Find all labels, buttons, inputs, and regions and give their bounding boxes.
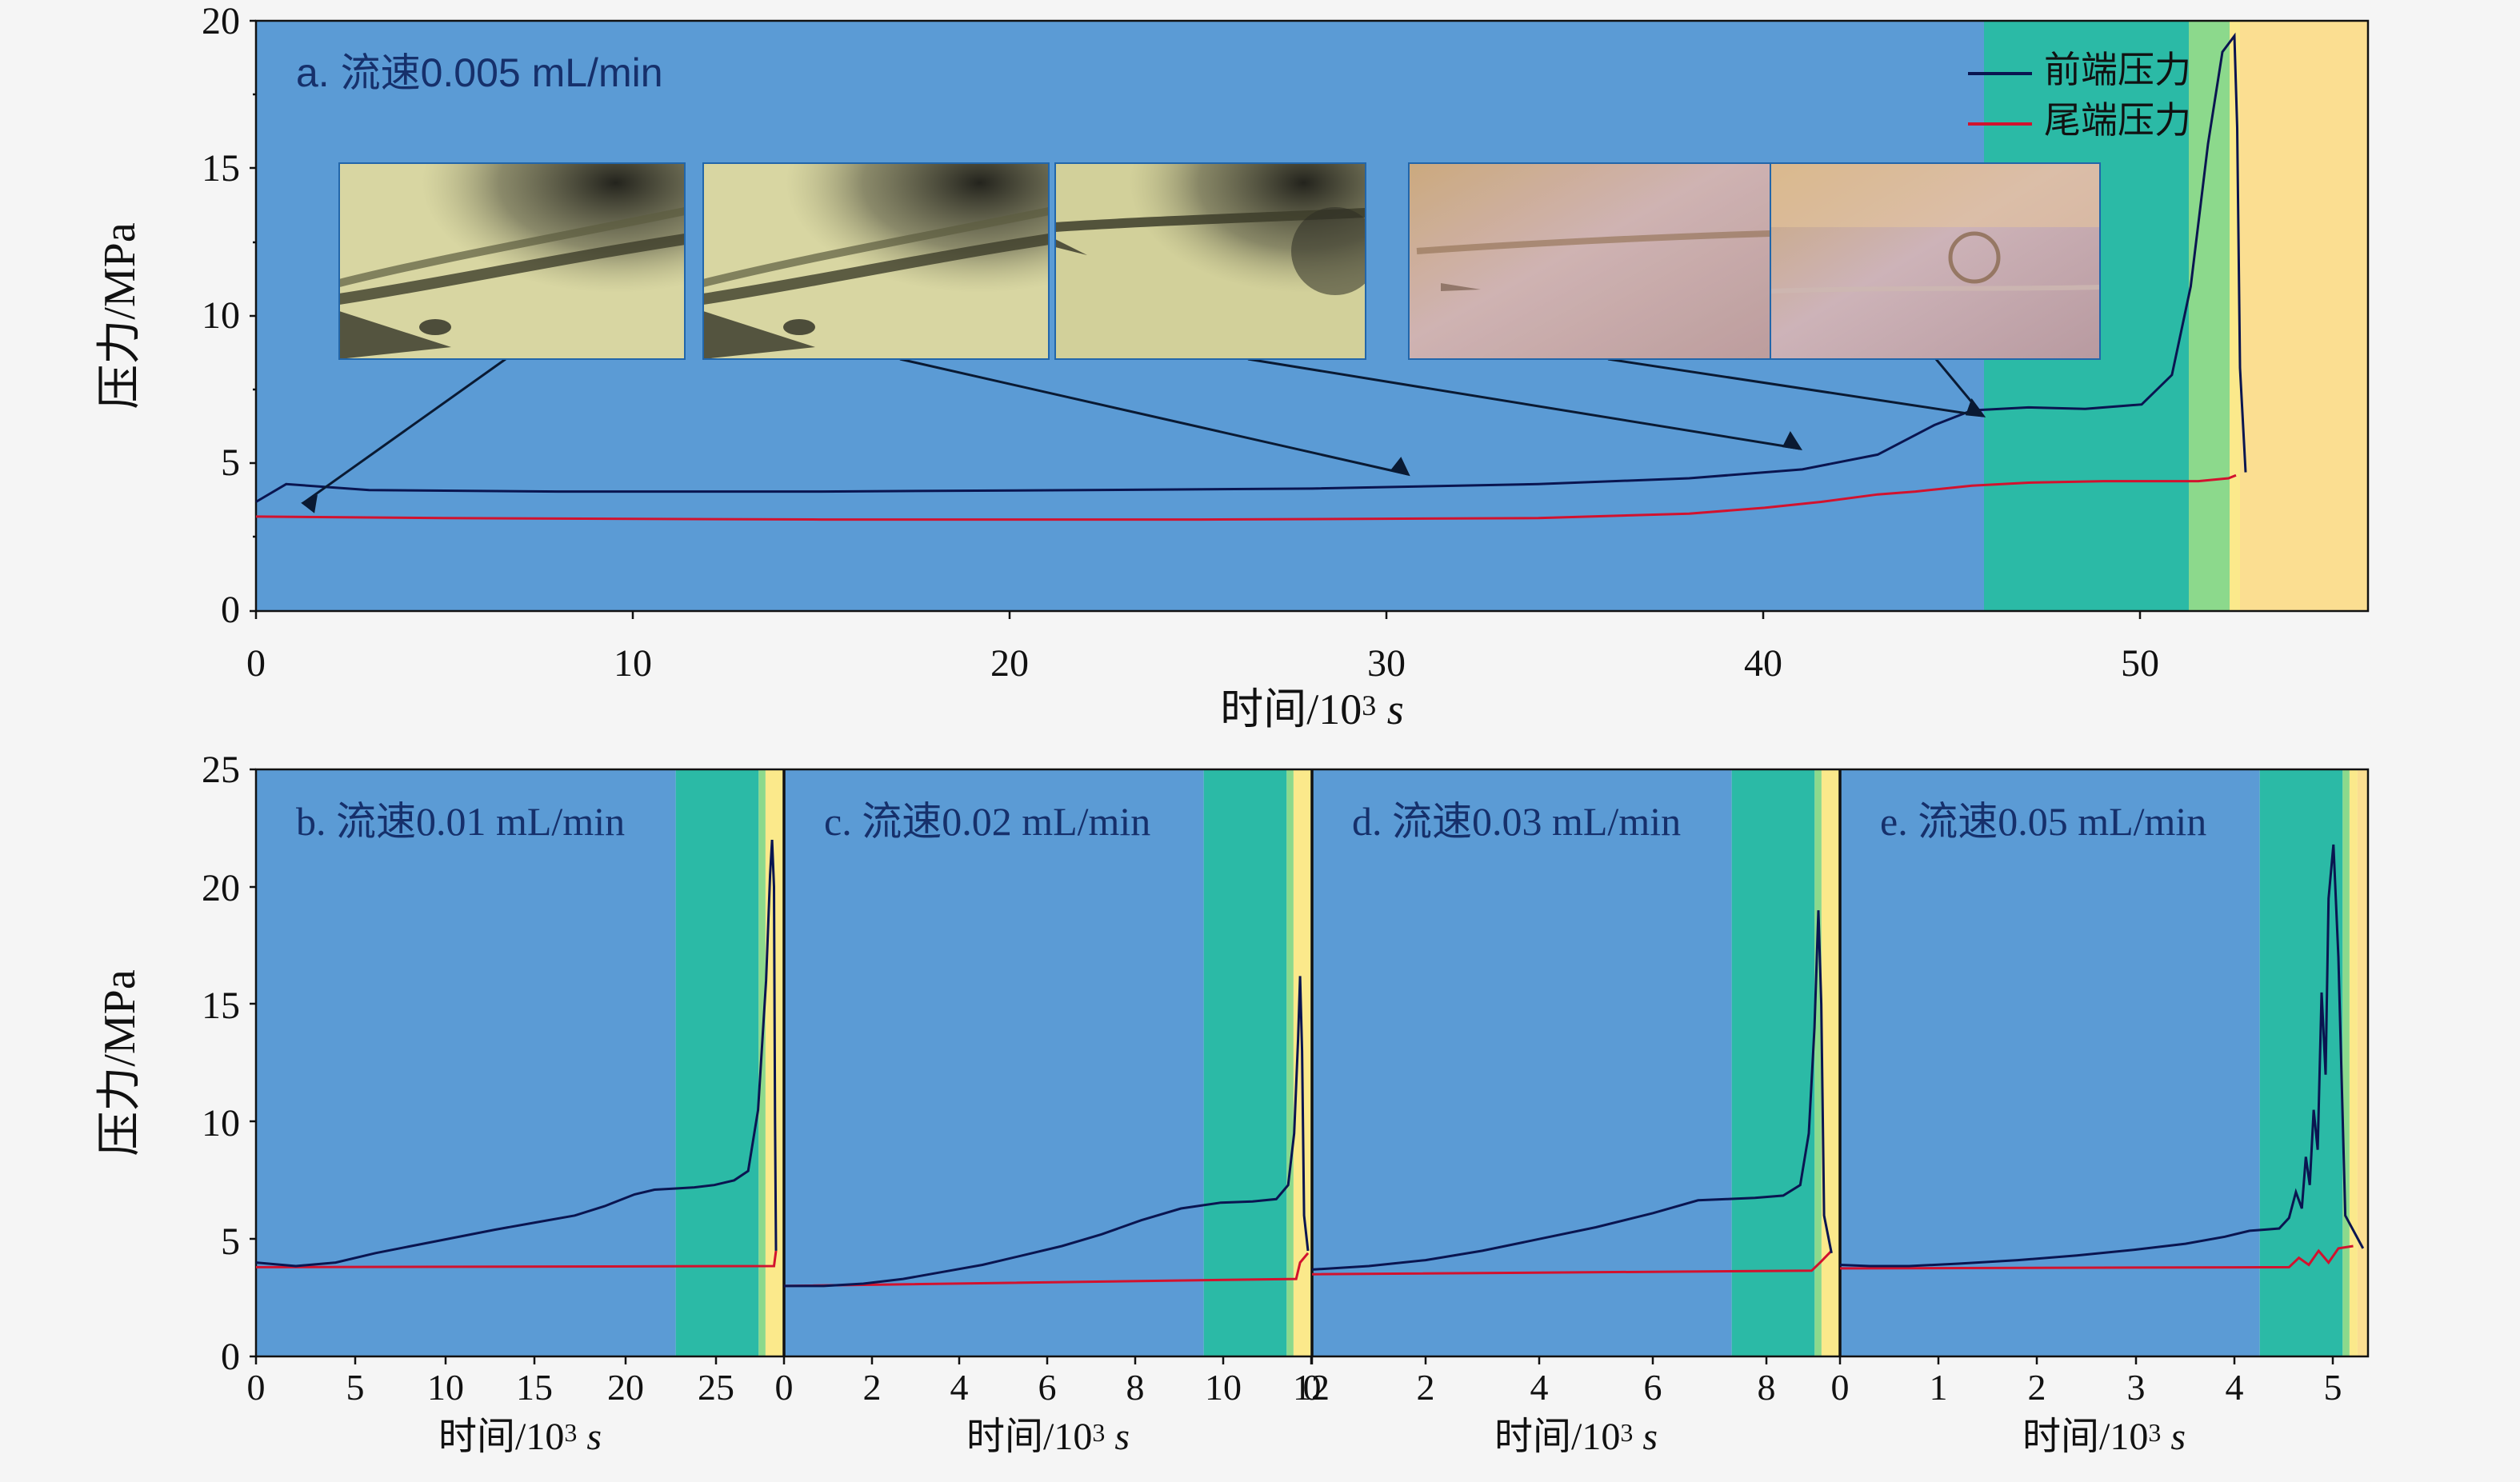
svg-text:e. 流速0.05 mL/min: e. 流速0.05 mL/min — [1880, 799, 2206, 844]
svg-text:25: 25 — [202, 749, 240, 791]
svg-text:c. 流速0.02 mL/min: c. 流速0.02 mL/min — [824, 799, 1150, 844]
svg-text:15: 15 — [202, 147, 240, 190]
svg-text:0: 0 — [221, 589, 240, 631]
svg-text:20: 20 — [990, 642, 1029, 685]
svg-text:20: 20 — [607, 1367, 644, 1408]
svg-text:0: 0 — [221, 1336, 240, 1378]
svg-text:4: 4 — [950, 1367, 969, 1408]
svg-text:25: 25 — [698, 1367, 734, 1408]
svg-text:6: 6 — [1644, 1367, 1662, 1408]
svg-text:时间/103 s: 时间/103 s — [1220, 685, 1404, 733]
svg-text:5: 5 — [221, 1220, 240, 1263]
svg-text:8: 8 — [1758, 1367, 1776, 1408]
svg-text:40: 40 — [1744, 642, 1782, 685]
svg-text:b. 流速0.01 mL/min: b. 流速0.01 mL/min — [296, 799, 625, 844]
svg-text:15: 15 — [202, 985, 240, 1027]
svg-text:时间/103 s: 时间/103 s — [438, 1416, 602, 1458]
svg-text:时间/103 s: 时间/103 s — [1494, 1416, 1658, 1458]
svg-text:3: 3 — [2127, 1367, 2146, 1408]
svg-text:2: 2 — [1417, 1367, 1435, 1408]
svg-text:压力/MPa: 压力/MPa — [95, 222, 145, 409]
svg-text:30: 30 — [1367, 642, 1406, 685]
svg-text:10: 10 — [614, 642, 652, 685]
svg-text:5: 5 — [346, 1367, 365, 1408]
svg-text:8: 8 — [1126, 1367, 1145, 1408]
svg-text:时间/103 s: 时间/103 s — [966, 1416, 1130, 1458]
svg-text:0: 0 — [246, 642, 266, 685]
svg-text:2: 2 — [2028, 1367, 2046, 1408]
svg-text:5: 5 — [2324, 1367, 2342, 1408]
svg-text:0: 0 — [247, 1367, 266, 1408]
svg-text:0: 0 — [1303, 1367, 1322, 1408]
svg-text:10: 10 — [202, 1102, 240, 1144]
svg-text:a. 流速0.005 mL/min: a. 流速0.005 mL/min — [296, 50, 663, 95]
svg-text:时间/103 s: 时间/103 s — [2022, 1416, 2186, 1458]
svg-text:2: 2 — [863, 1367, 882, 1408]
svg-text:d. 流速0.03 mL/min: d. 流速0.03 mL/min — [1352, 799, 1681, 844]
svg-text:1: 1 — [1930, 1367, 1948, 1408]
svg-text:15: 15 — [516, 1367, 553, 1408]
svg-text:20: 20 — [202, 0, 240, 42]
svg-text:10: 10 — [1205, 1367, 1242, 1408]
svg-text:0: 0 — [1831, 1367, 1850, 1408]
svg-text:0: 0 — [775, 1367, 794, 1408]
svg-text:10: 10 — [202, 294, 240, 337]
svg-text:前端压力: 前端压力 — [2044, 49, 2191, 90]
svg-text:20: 20 — [202, 867, 240, 909]
svg-text:50: 50 — [2121, 642, 2159, 685]
svg-text:4: 4 — [1530, 1367, 1549, 1408]
svg-text:5: 5 — [221, 441, 240, 484]
svg-text:压力/MPa: 压力/MPa — [95, 969, 145, 1156]
svg-text:尾端压力: 尾端压力 — [2044, 99, 2191, 141]
svg-text:10: 10 — [427, 1367, 464, 1408]
svg-text:4: 4 — [2226, 1367, 2244, 1408]
svg-text:6: 6 — [1038, 1367, 1057, 1408]
